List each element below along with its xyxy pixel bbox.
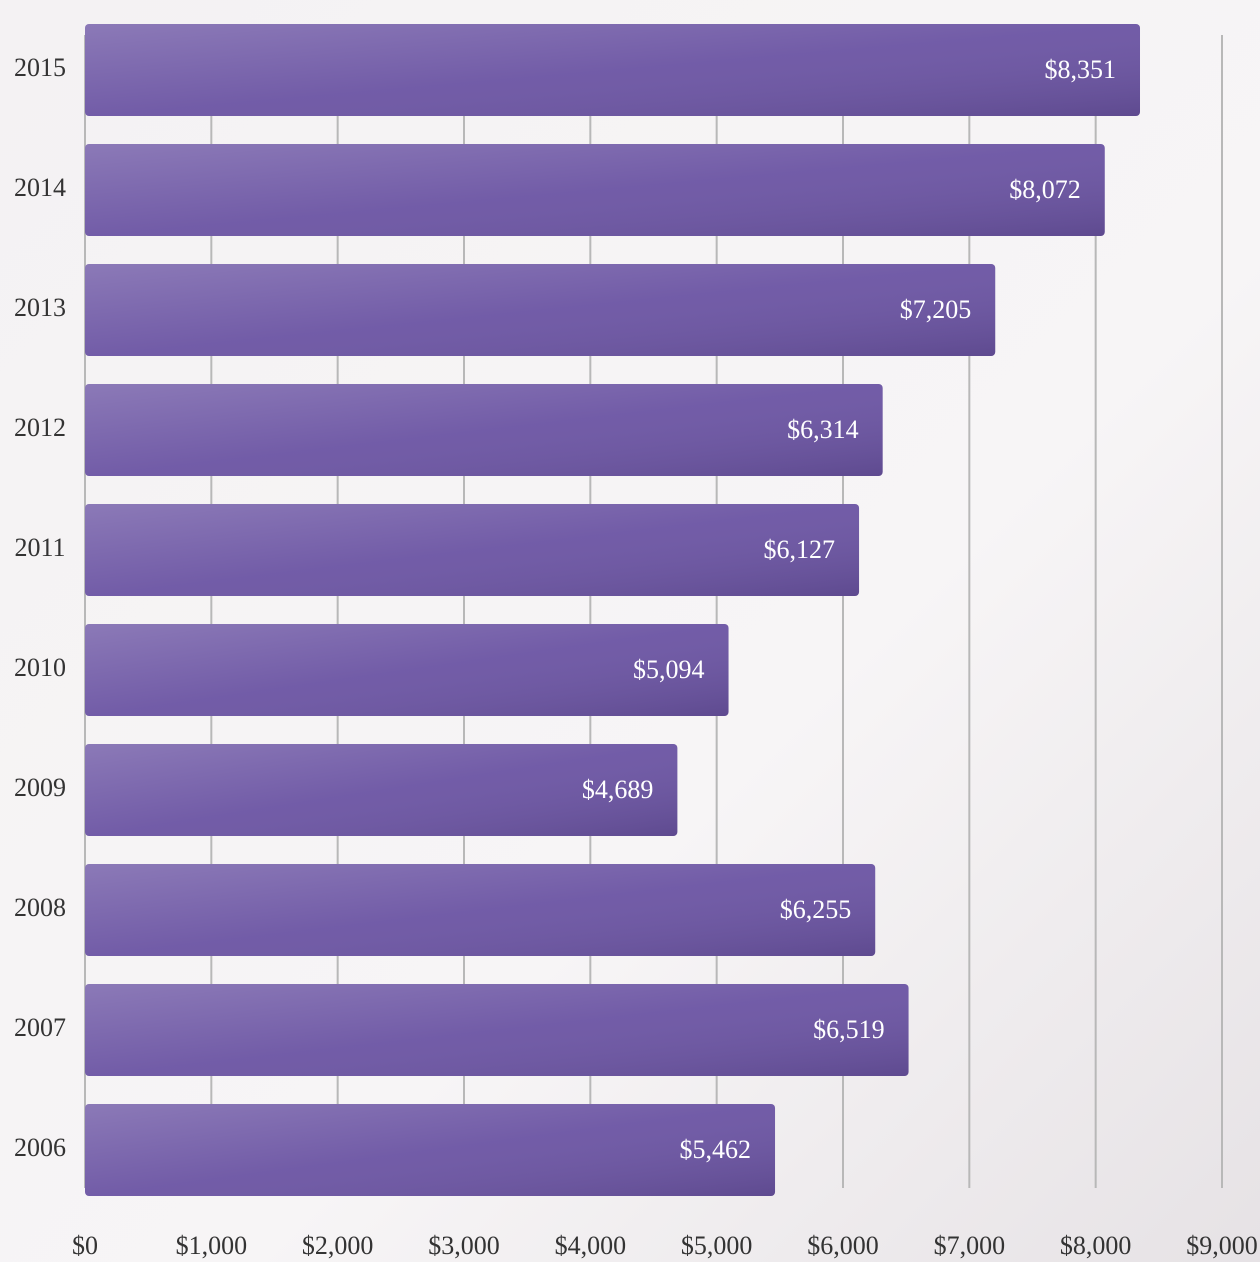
bar-shine <box>85 984 909 1076</box>
value-label: $6,255 <box>780 895 852 924</box>
value-label: $6,314 <box>787 415 859 444</box>
x-tick-label: $1,000 <box>176 1231 248 1260</box>
y-tick-label: 2008 <box>14 893 66 922</box>
bar-shine <box>85 624 729 716</box>
bar-shine <box>85 504 860 596</box>
bar-shine <box>85 144 1105 236</box>
x-tick-label: $4,000 <box>555 1231 627 1260</box>
value-label: $8,072 <box>1009 175 1081 204</box>
y-tick-label: 2010 <box>14 653 66 682</box>
bar-shine <box>85 264 996 356</box>
y-tick-label: 2006 <box>14 1133 66 1162</box>
value-label: $6,127 <box>764 535 836 564</box>
x-tick-label: $7,000 <box>934 1231 1006 1260</box>
x-tick-label: $2,000 <box>302 1231 374 1260</box>
y-tick-label: 2009 <box>14 773 66 802</box>
bar-shine <box>85 24 1141 116</box>
bar-shine <box>85 864 876 956</box>
bar-shine <box>85 744 678 836</box>
x-tick-label: $8,000 <box>1060 1231 1132 1260</box>
y-tick-label: 2015 <box>14 53 66 82</box>
x-tick-label: $3,000 <box>428 1231 500 1260</box>
value-label: $6,519 <box>813 1015 885 1044</box>
x-tick-label: $6,000 <box>807 1231 879 1260</box>
y-tick-label: 2007 <box>14 1013 66 1042</box>
bar-shine <box>85 1104 776 1196</box>
value-label: $7,205 <box>900 295 972 324</box>
y-tick-label: 2013 <box>14 293 66 322</box>
bar-shine <box>85 384 883 476</box>
y-tick-label: 2012 <box>14 413 66 442</box>
value-label: $5,094 <box>633 655 705 684</box>
y-tick-label: 2011 <box>14 533 65 562</box>
value-label: $4,689 <box>582 775 654 804</box>
x-tick-label: $0 <box>72 1231 98 1260</box>
x-tick-label: $9,000 <box>1186 1231 1258 1260</box>
x-tick-label: $5,000 <box>681 1231 753 1260</box>
value-label: $5,462 <box>680 1135 752 1164</box>
value-label: $8,351 <box>1045 55 1117 84</box>
y-tick-label: 2014 <box>14 173 66 202</box>
